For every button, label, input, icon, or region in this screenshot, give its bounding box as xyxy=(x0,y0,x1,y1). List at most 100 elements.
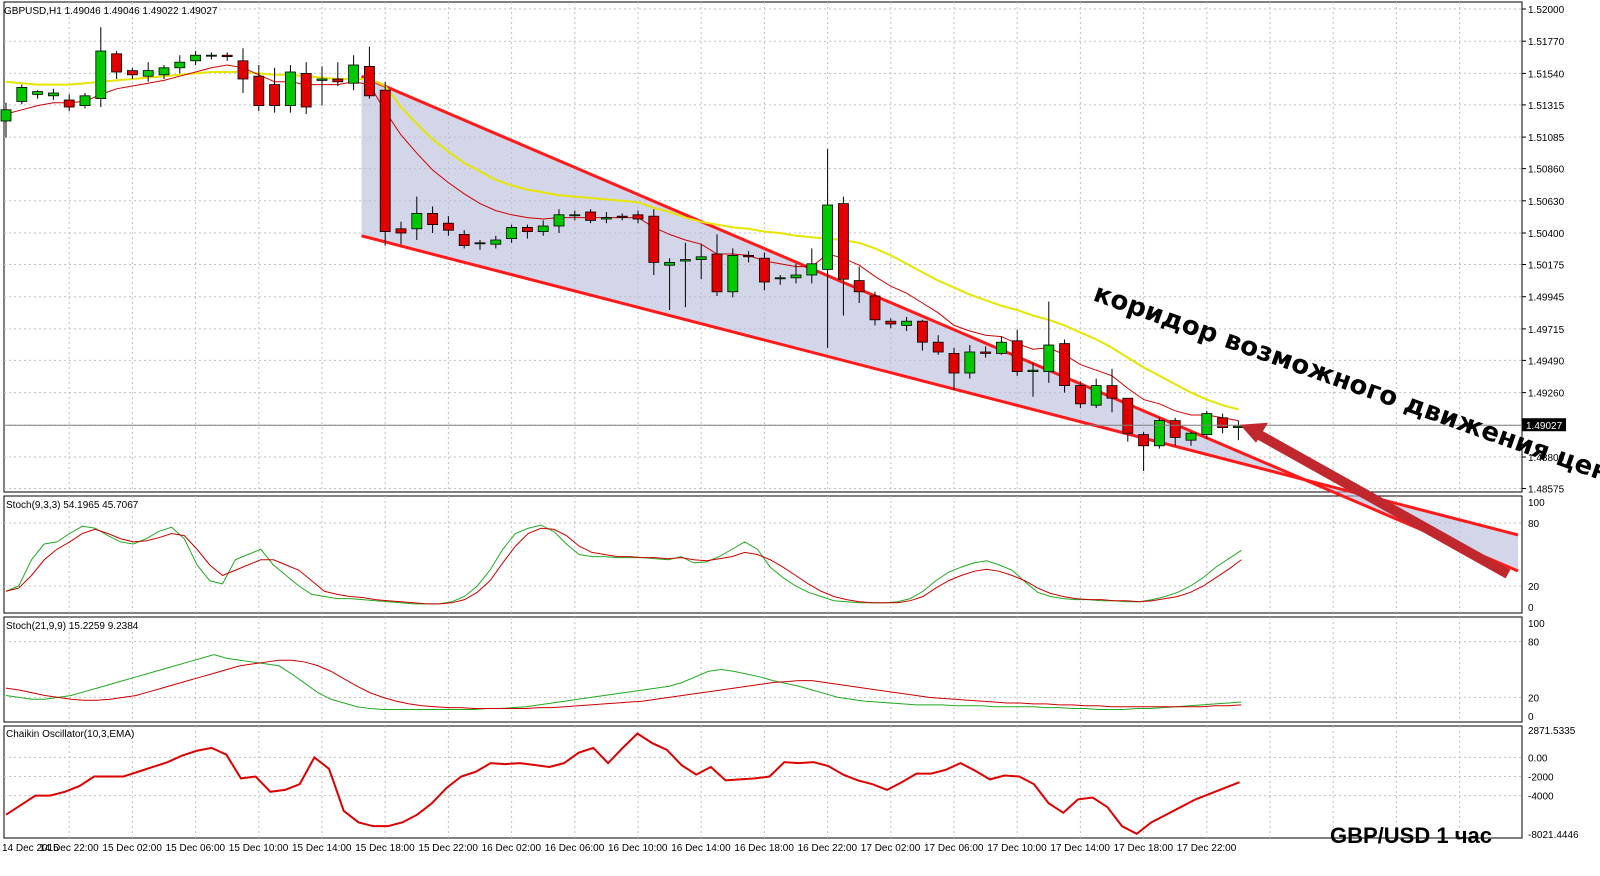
indicator-tick-label: 0 xyxy=(1528,712,1534,723)
time-tick-label: 17 Dec 10:00 xyxy=(987,843,1047,854)
candle xyxy=(522,224,533,239)
panel-frame-ch xyxy=(3,725,1523,839)
price-tick-label: 1.51085 xyxy=(1528,133,1565,144)
candle xyxy=(300,62,312,114)
candle xyxy=(680,242,691,308)
time-tick-label: 14 Dec 2015 xyxy=(2,843,59,854)
price-tick-label: 1.51315 xyxy=(1528,101,1565,112)
time-tick-label: 16 Dec 18:00 xyxy=(734,843,794,854)
indicator-tick-label: 20 xyxy=(1528,693,1540,704)
bull-candle-body xyxy=(964,351,976,374)
bull-candle-body xyxy=(790,274,802,279)
candle xyxy=(885,318,897,329)
forecast-arrow-head xyxy=(1240,422,1268,443)
bear-candle-body xyxy=(269,84,281,106)
bear-candle-body xyxy=(585,211,596,221)
bear-candle-body xyxy=(332,78,344,83)
candle xyxy=(869,291,881,326)
bear-candle-body xyxy=(632,214,644,220)
stoch-fast-main xyxy=(5,524,1242,605)
bull-candle-body xyxy=(695,256,707,260)
bull-candle-body xyxy=(569,214,581,217)
candle xyxy=(1075,381,1086,408)
bull-candle-body xyxy=(506,226,518,239)
candle xyxy=(1011,329,1023,376)
bull-candle-body xyxy=(1090,385,1102,406)
bull-candle-body xyxy=(664,261,675,266)
current-price-label: 1.49027 xyxy=(1526,421,1563,432)
indicator-tick-label: -2000 xyxy=(1528,773,1554,784)
bear-candle-body xyxy=(1217,417,1228,428)
bull-candle-body xyxy=(32,91,43,95)
bear-candle-body xyxy=(743,254,754,258)
price-tick-label: 1.51770 xyxy=(1528,37,1565,48)
bull-candle-body xyxy=(205,54,217,57)
candle xyxy=(1043,301,1055,383)
axis-labels: 1.52000 1.51770 1.51540 1.51315 1.51085 1.508… xyxy=(2,5,1579,854)
bull-candle-body xyxy=(553,214,565,227)
time-tick-label: 17 Dec 06:00 xyxy=(924,843,984,854)
candle xyxy=(142,62,154,82)
candle xyxy=(774,275,786,285)
candle xyxy=(16,84,28,105)
indicator-tick-label: 80 xyxy=(1528,638,1540,649)
price-tick-label: 1.49260 xyxy=(1528,389,1565,400)
candle xyxy=(553,209,565,233)
time-tick-label: 16 Dec 02:00 xyxy=(482,843,542,854)
price-tick-label: 1.52000 xyxy=(1528,5,1565,16)
time-tick-label: 15 Dec 14:00 xyxy=(292,843,352,854)
bear-candle-body xyxy=(616,215,628,218)
panel-frame-s1 xyxy=(3,495,1523,614)
time-tick-label: 17 Dec 18:00 xyxy=(1114,843,1174,854)
bull-candle-body xyxy=(490,239,502,245)
time-tick-label: 15 Dec 02:00 xyxy=(102,843,162,854)
candle xyxy=(363,46,375,99)
bull-candle-body xyxy=(474,242,486,245)
price-tick-label: 1.50175 xyxy=(1528,261,1565,272)
time-tick-label: 16 Dec 06:00 xyxy=(545,843,605,854)
forecast-arrow xyxy=(1240,422,1511,579)
candle xyxy=(853,266,865,303)
bear-candle-body xyxy=(1106,385,1118,399)
bear-candle-body xyxy=(838,203,849,280)
candle xyxy=(379,81,391,246)
bear-candle-body xyxy=(711,253,723,293)
price-panel-title: GBPUSD,H1 1.49046 1.49046 1.49022 1.4902… xyxy=(4,6,218,17)
bear-candle-body xyxy=(379,89,391,232)
candle xyxy=(806,248,818,284)
bull-candle-body xyxy=(996,341,1007,354)
price-channel xyxy=(360,74,1519,573)
time-tick-label: 17 Dec 22:00 xyxy=(1177,843,1237,854)
candle xyxy=(221,52,233,61)
candle xyxy=(1217,413,1228,434)
candle xyxy=(648,209,660,275)
bull-candle-body xyxy=(1201,413,1213,436)
candle xyxy=(111,51,122,79)
price-tick-label: 1.50860 xyxy=(1528,165,1565,176)
indicator-tick-label: -8021.4446 xyxy=(1528,830,1579,841)
candle xyxy=(664,258,675,310)
candle xyxy=(1059,339,1070,393)
candle xyxy=(932,335,944,355)
indicator-tick-label: 100 xyxy=(1528,498,1545,509)
price-tick-label: 1.49945 xyxy=(1528,293,1565,304)
stoch-slow-title: Stoch(21,9,9) 15.2259 9.2384 xyxy=(6,621,139,632)
bear-candle-body xyxy=(980,351,991,354)
chart-footer-title: GBP/USD 1 час xyxy=(1330,823,1492,848)
candle xyxy=(427,206,439,233)
candle xyxy=(1090,378,1102,408)
bull-candle-body xyxy=(727,254,739,293)
panel-frame-s2 xyxy=(3,616,1523,723)
bear-candle-body xyxy=(1059,343,1070,387)
candle xyxy=(284,65,296,113)
bull-candle-body xyxy=(79,95,91,107)
bull-candle-body xyxy=(16,87,28,102)
bear-candle-body xyxy=(759,257,770,283)
candle xyxy=(1138,431,1149,471)
candle xyxy=(174,55,186,74)
candle xyxy=(127,67,138,79)
candle xyxy=(711,234,723,296)
price-tick-label: 1.48575 xyxy=(1528,485,1565,496)
bear-candle-body xyxy=(1075,385,1086,405)
candle xyxy=(917,319,928,351)
